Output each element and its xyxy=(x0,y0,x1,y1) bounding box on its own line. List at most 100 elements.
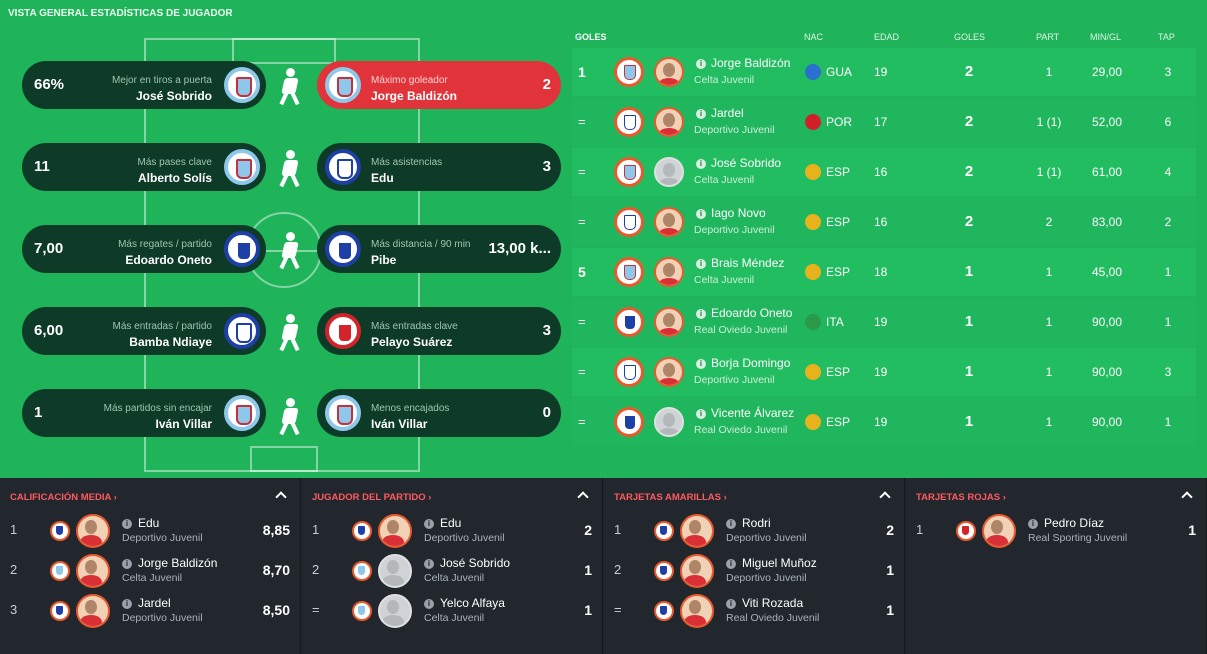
info-icon[interactable]: i xyxy=(424,599,434,609)
info-icon[interactable]: i xyxy=(696,359,706,369)
player-name[interactable]: i Edu xyxy=(122,516,159,530)
player-name[interactable]: i Rodri xyxy=(726,516,771,530)
player-name[interactable]: i Viti Rozada xyxy=(726,596,803,610)
player-club[interactable]: Celta Juvenil xyxy=(424,572,485,584)
info-icon[interactable]: i xyxy=(122,599,132,609)
col-tap[interactable]: TAP xyxy=(1158,32,1175,42)
player-club[interactable]: Real Oviedo Juvenil xyxy=(694,324,788,336)
stat-player-name[interactable]: Pibe xyxy=(371,253,397,267)
player-name[interactable]: i Jorge Baldizón xyxy=(696,56,790,70)
table-row[interactable]: = i Iago Novo Deportivo Juvenil ESP 16 2 2 83,00… xyxy=(572,198,1196,246)
info-icon[interactable]: i xyxy=(726,559,736,569)
list-item[interactable]: 2 i José Sobrido Celta Juvenil 1 xyxy=(302,550,598,590)
player-name[interactable]: i Miguel Muñoz xyxy=(726,556,817,570)
info-icon[interactable]: i xyxy=(424,519,434,529)
stat-player-name[interactable]: Jorge Baldizón xyxy=(371,89,458,103)
info-icon[interactable]: i xyxy=(696,109,706,119)
player-name[interactable]: i Jardel xyxy=(696,106,744,120)
col-nac[interactable]: NAC xyxy=(804,32,824,42)
list-item[interactable]: 2 i Miguel Muñoz Deportivo Juvenil 1 xyxy=(604,550,900,590)
player-club[interactable]: Real Oviedo Juvenil xyxy=(694,424,788,436)
info-icon[interactable]: i xyxy=(1028,519,1038,529)
info-icon[interactable]: i xyxy=(696,59,706,69)
info-icon[interactable]: i xyxy=(696,409,706,419)
player-name[interactable]: i Iago Novo xyxy=(696,206,766,220)
list-item[interactable]: = i Yelco Alfaya Celta Juvenil 1 xyxy=(302,590,598,630)
stat-card[interactable]: 6,00 Más entradas / partido Bamba Ndiaye xyxy=(22,307,266,355)
list-item[interactable]: 1 i Edu Deportivo Juvenil 2 xyxy=(302,510,598,550)
player-name[interactable]: i José Sobrido xyxy=(424,556,510,570)
player-club[interactable]: Real Sporting Juvenil xyxy=(1028,532,1128,544)
player-club[interactable]: Celta Juvenil xyxy=(694,74,755,86)
info-icon[interactable]: i xyxy=(726,519,736,529)
player-club[interactable]: Deportivo Juvenil xyxy=(424,532,505,544)
table-row[interactable]: = i Borja Domingo Deportivo Juvenil ESP 19 1 1 9… xyxy=(572,348,1196,396)
info-icon[interactable]: i xyxy=(696,159,706,169)
info-icon[interactable]: i xyxy=(122,519,132,529)
player-name[interactable]: i José Sobrido xyxy=(696,156,781,170)
info-icon[interactable]: i xyxy=(424,559,434,569)
stat-card[interactable]: 3 Más asistencias Edu xyxy=(317,143,561,191)
panel-title-link[interactable]: CALIFICACIÓN MEDIA › xyxy=(10,492,117,503)
stat-player-name[interactable]: Alberto Solís xyxy=(137,171,212,185)
player-name[interactable]: i Vicente Álvarez xyxy=(696,406,794,420)
player-club[interactable]: Deportivo Juvenil xyxy=(694,374,775,386)
stat-player-name[interactable]: Pelayo Suárez xyxy=(371,335,453,349)
list-item[interactable]: 2 i Jorge Baldizón Celta Juvenil 8,70 xyxy=(0,550,296,590)
player-name[interactable]: i Edu xyxy=(424,516,461,530)
stat-card[interactable]: 13,00 k... Más distancia / 90 min Pibe xyxy=(317,225,561,273)
player-club[interactable]: Celta Juvenil xyxy=(122,572,183,584)
info-icon[interactable]: i xyxy=(726,599,736,609)
col-edad[interactable]: EDAD xyxy=(874,32,900,42)
col-min-gl[interactable]: MIN/GL xyxy=(1090,32,1122,42)
player-name[interactable]: i Pedro Díaz xyxy=(1028,516,1104,530)
player-club[interactable]: Deportivo Juvenil xyxy=(694,224,775,236)
panel-title-link[interactable]: TARJETAS AMARILLAS › xyxy=(614,492,727,503)
stat-card[interactable]: 66% Mejor en tiros a puerta José Sobrido xyxy=(22,61,266,109)
panel-title-link[interactable]: JUGADOR DEL PARTIDO › xyxy=(312,492,432,503)
list-item[interactable]: = i Viti Rozada Real Oviedo Juvenil 1 xyxy=(604,590,900,630)
player-name[interactable]: i Edoardo Oneto xyxy=(696,306,792,320)
table-row[interactable]: = i José Sobrido Celta Juvenil ESP 16 2 1 (1) 61… xyxy=(572,148,1196,196)
stat-player-name[interactable]: Edu xyxy=(371,171,394,185)
list-item[interactable]: 1 i Rodri Deportivo Juvenil 2 xyxy=(604,510,900,550)
table-row[interactable]: = i Jardel Deportivo Juvenil POR 17 2 1 (1) 52,0… xyxy=(572,98,1196,146)
player-name[interactable]: i Yelco Alfaya xyxy=(424,596,505,610)
list-item[interactable]: 1 i Edu Deportivo Juvenil 8,85 xyxy=(0,510,296,550)
panel-title-link[interactable]: TARJETAS ROJAS › xyxy=(916,492,1006,503)
player-name[interactable]: i Jardel xyxy=(122,596,171,610)
stat-player-name[interactable]: Edoardo Oneto xyxy=(125,253,212,267)
player-name[interactable]: i Jorge Baldizón xyxy=(122,556,217,570)
list-item[interactable]: 1 i Pedro Díaz Real Sporting Juvenil 1 xyxy=(906,510,1202,550)
player-club[interactable]: Deportivo Juvenil xyxy=(726,572,807,584)
player-club[interactable]: Deportivo Juvenil xyxy=(122,612,203,624)
info-icon[interactable]: i xyxy=(696,209,706,219)
player-club[interactable]: Celta Juvenil xyxy=(424,612,485,624)
info-icon[interactable]: i xyxy=(696,309,706,319)
player-name[interactable]: i Borja Domingo xyxy=(696,356,790,370)
stat-player-name[interactable]: Bamba Ndiaye xyxy=(129,335,212,349)
stat-card[interactable]: 7,00 Más regates / partido Edoardo Oneto xyxy=(22,225,266,273)
chevron-up-icon[interactable] xyxy=(576,488,590,502)
stat-player-name[interactable]: José Sobrido xyxy=(135,89,212,103)
chevron-up-icon[interactable] xyxy=(274,488,288,502)
stat-card[interactable]: 11 Más pases clave Alberto Solís xyxy=(22,143,266,191)
col-goles[interactable]: GOLES xyxy=(954,32,986,42)
chevron-up-icon[interactable] xyxy=(878,488,892,502)
list-item[interactable]: 3 i Jardel Deportivo Juvenil 8,50 xyxy=(0,590,296,630)
chevron-up-icon[interactable] xyxy=(1180,488,1194,502)
stat-card[interactable]: 1 Más partidos sin encajar Iván Villar xyxy=(22,389,266,437)
table-row[interactable]: 1 i Jorge Baldizón Celta Juvenil GUA 19 2 1 29,0… xyxy=(572,48,1196,96)
player-name[interactable]: i Brais Méndez xyxy=(696,256,784,270)
table-row[interactable]: 5 i Brais Méndez Celta Juvenil ESP 18 1 1 45,00 1 xyxy=(572,248,1196,296)
info-icon[interactable]: i xyxy=(696,259,706,269)
info-icon[interactable]: i xyxy=(122,559,132,569)
stat-player-name[interactable]: Iván Villar xyxy=(371,417,428,431)
player-club[interactable]: Celta Juvenil xyxy=(694,174,755,186)
stat-card[interactable]: 2 Máximo goleador Jorge Baldizón xyxy=(317,61,561,109)
table-row[interactable]: = i Vicente Álvarez Real Oviedo Juvenil ESP 1… xyxy=(572,398,1196,446)
stat-card[interactable]: 3 Más entradas clave Pelayo Suárez xyxy=(317,307,561,355)
stat-player-name[interactable]: Iván Villar xyxy=(155,417,212,431)
player-club[interactable]: Celta Juvenil xyxy=(694,274,755,286)
col-part[interactable]: PART xyxy=(1036,32,1060,42)
